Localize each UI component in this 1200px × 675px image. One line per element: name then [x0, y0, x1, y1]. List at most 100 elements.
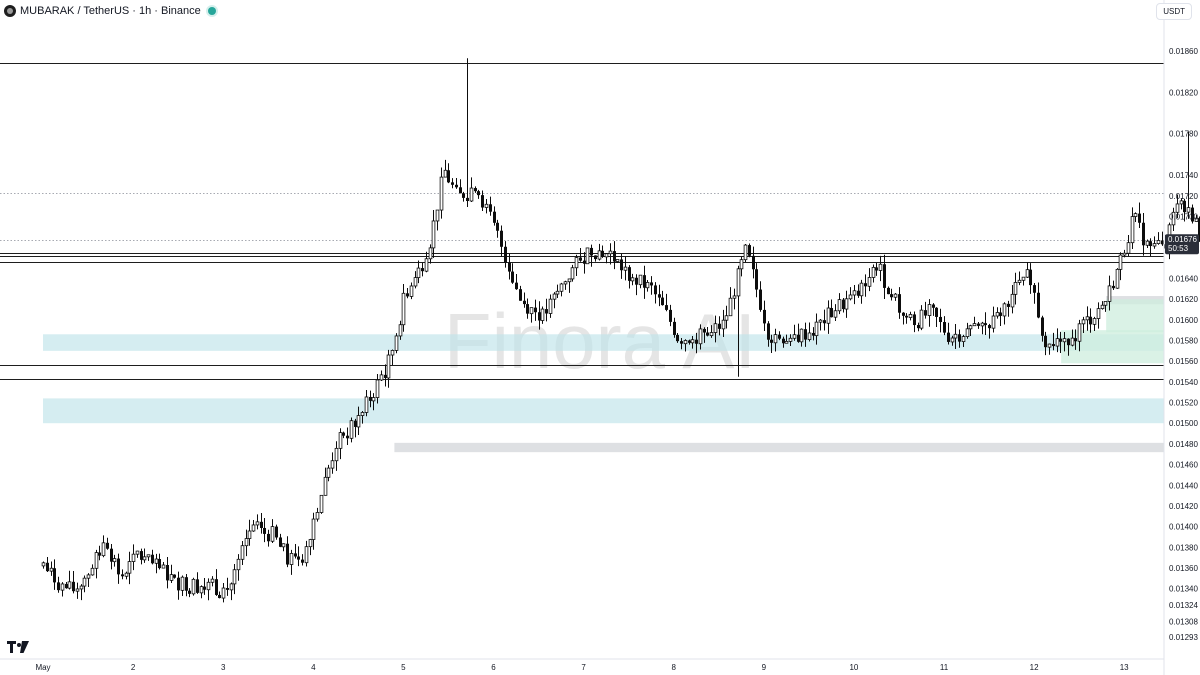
candle-6	[65, 581, 68, 589]
candle-210	[830, 299, 833, 318]
candle-93	[390, 349, 395, 366]
y-tick-label-6: 0.01640	[1169, 274, 1198, 283]
candle-248	[972, 316, 977, 327]
y-tick-label-16: 0.01440	[1169, 481, 1198, 490]
x-tick-label-8: 9	[762, 663, 767, 672]
candle-1	[46, 557, 49, 573]
candle-252	[988, 323, 991, 339]
candle-274	[1070, 329, 1075, 347]
x-tick-label-7: 8	[671, 663, 676, 672]
y-tick-label-5: 0.01700	[1169, 212, 1198, 221]
y-tick-label-18: 0.01400	[1169, 523, 1198, 532]
candle-281	[1096, 302, 1101, 329]
x-tick-label-5: 6	[491, 663, 496, 672]
currency-button[interactable]: USDT	[1156, 3, 1192, 20]
candle-269	[1052, 332, 1055, 351]
candle-3	[53, 559, 56, 590]
candle-124	[508, 253, 511, 280]
candle-203	[804, 322, 807, 347]
candle-304	[1183, 198, 1186, 222]
candle-278	[1085, 306, 1090, 331]
candle-224	[883, 254, 886, 299]
candle-109	[451, 178, 454, 189]
candle-25	[135, 550, 140, 558]
symbol-title[interactable]: MUBARAK / TetherUS · 1h · Binance	[20, 5, 201, 17]
candle-221	[871, 264, 876, 283]
candle-67	[294, 543, 297, 559]
candle-82	[349, 417, 354, 443]
candle-87	[369, 390, 372, 408]
candle-19	[112, 554, 117, 567]
candle-160	[643, 265, 646, 299]
candle-200	[792, 324, 797, 341]
candle-77	[330, 452, 335, 474]
candle-261	[1021, 276, 1026, 286]
candle-21	[121, 569, 124, 580]
candle-287	[1118, 252, 1123, 281]
candle-113	[466, 58, 469, 208]
candle-159	[638, 274, 643, 289]
candle-244	[958, 329, 961, 348]
candle-178	[709, 325, 714, 338]
candle-212	[837, 293, 842, 315]
candle-26	[140, 548, 143, 565]
candle-247	[968, 324, 973, 336]
candle-34	[169, 564, 174, 584]
y-axis-ticks: 0.01860 0.01820 0.01780 0.01740 0.01720 0.017…	[1169, 47, 1198, 642]
y-tick-label-15: 0.01460	[1169, 461, 1198, 470]
candle-145	[585, 247, 590, 265]
candle-88	[371, 393, 376, 411]
candle-49	[226, 577, 229, 596]
candle-13	[90, 564, 95, 576]
candle-201	[797, 323, 800, 343]
candle-156	[628, 265, 631, 289]
candle-215	[848, 287, 853, 301]
candle-242	[950, 335, 955, 346]
candle-104	[431, 210, 436, 258]
candle-99	[413, 271, 418, 289]
candle-129	[526, 298, 529, 319]
candle-125	[511, 263, 514, 284]
candle-155	[623, 256, 628, 281]
candle-283	[1103, 301, 1108, 312]
candle-289	[1126, 234, 1131, 257]
candle-231	[908, 311, 913, 321]
candle-139	[563, 280, 568, 290]
candle-163	[654, 282, 657, 304]
candle-117	[481, 190, 484, 212]
candle-187	[743, 243, 748, 263]
candle-14	[94, 549, 99, 579]
candle-0	[41, 561, 46, 569]
candle-126	[515, 274, 518, 290]
candle-116	[477, 189, 480, 199]
candle-69	[301, 554, 304, 566]
candle-33	[166, 556, 169, 589]
candle-198	[784, 334, 789, 344]
candle-97	[406, 288, 409, 299]
candle-275	[1074, 329, 1077, 350]
candle-272	[1062, 332, 1067, 352]
y-tick-label-20: 0.01360	[1169, 564, 1198, 573]
candle-70	[304, 540, 309, 567]
candle-20	[117, 553, 120, 584]
candle-158	[635, 274, 638, 296]
candle-209	[826, 300, 831, 334]
candle-48	[221, 583, 226, 603]
candle-250	[980, 321, 985, 335]
candle-4	[57, 576, 60, 593]
candle-24	[131, 544, 136, 571]
y-tick-label-2: 0.01780	[1169, 130, 1198, 139]
candle-234	[919, 305, 924, 331]
candle-76	[326, 464, 331, 482]
zones-layer	[43, 296, 1164, 453]
candle-29	[151, 549, 154, 565]
tradingview-logo-icon[interactable]	[7, 640, 29, 654]
candle-127	[519, 285, 522, 301]
candle-68	[297, 546, 300, 567]
candle-279	[1089, 308, 1092, 333]
candle-286	[1115, 268, 1120, 289]
candle-52	[236, 554, 241, 581]
candle-232	[913, 311, 916, 333]
candle-85	[360, 410, 365, 424]
